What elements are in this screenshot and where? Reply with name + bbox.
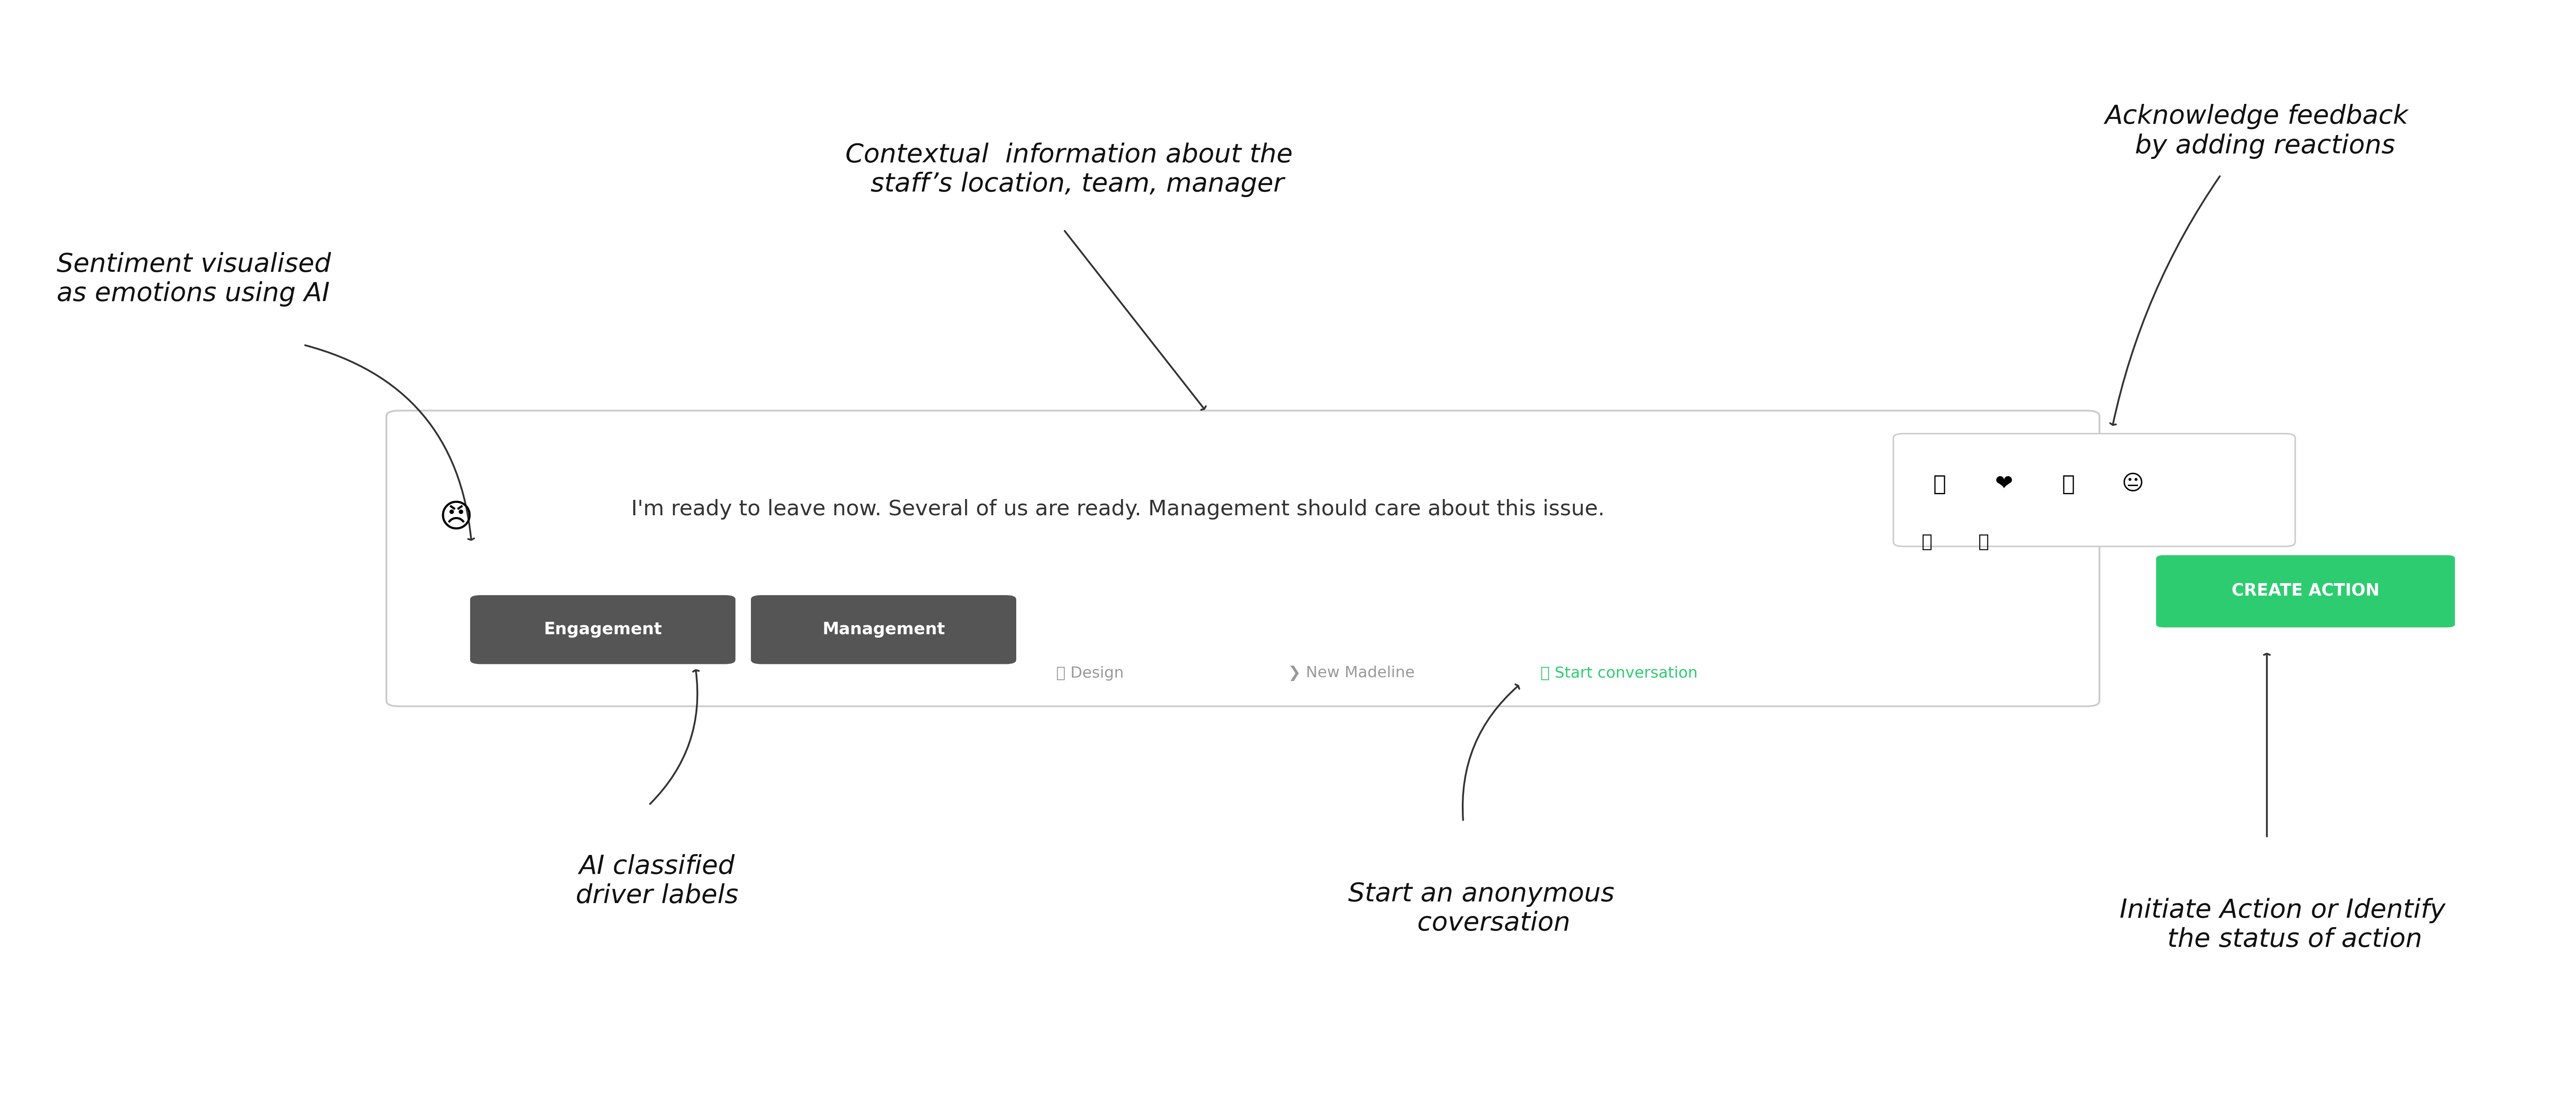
Text: Initiate Action or Identify
   the status of action: Initiate Action or Identify the status o… [2120,898,2445,953]
Text: ⭐: ⭐ [1978,533,1989,551]
Text: 😐: 😐 [2123,474,2143,494]
Text: ❤️: ❤️ [1996,474,2012,494]
Text: ❯ New Madeline: ❯ New Madeline [1288,666,1414,681]
Text: 💬 Start conversation: 💬 Start conversation [1540,666,1698,681]
Text: Engagement: Engagement [544,622,662,637]
FancyBboxPatch shape [752,596,1018,664]
Text: Contextual  information about the
  staff’s location, team, manager: Contextual information about the staff’s… [845,142,1293,197]
Text: 👥 Design: 👥 Design [1056,666,1123,681]
Text: 👍: 👍 [1922,533,1932,551]
Text: AI classified
driver labels: AI classified driver labels [574,854,739,909]
FancyBboxPatch shape [386,411,2099,706]
FancyBboxPatch shape [469,596,737,664]
Text: Acknowledge feedback
  by adding reactions: Acknowledge feedback by adding reactions [2105,104,2409,159]
Text: 👍: 👍 [1932,474,1947,494]
Text: Sentiment visualised
as emotions using AI: Sentiment visualised as emotions using A… [57,252,330,307]
FancyBboxPatch shape [2156,555,2455,627]
Text: Start an anonymous
   coversation: Start an anonymous coversation [1347,881,1615,936]
Text: Management: Management [822,622,945,637]
Text: 💡: 💡 [2061,474,2076,494]
Text: 😠: 😠 [438,502,474,534]
FancyBboxPatch shape [1893,434,2295,546]
Text: CREATE ACTION: CREATE ACTION [2231,584,2380,599]
Text: I'm ready to leave now. Several of us are ready. Management should care about th: I'm ready to leave now. Several of us ar… [631,499,1605,519]
